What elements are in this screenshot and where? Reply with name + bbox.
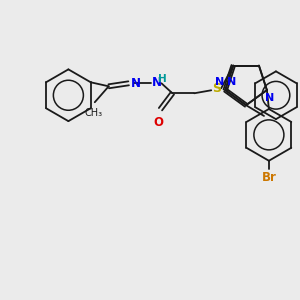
Text: N: N [130, 77, 141, 90]
Text: N: N [214, 77, 224, 87]
Text: N: N [265, 93, 274, 103]
Text: O: O [154, 116, 164, 129]
Text: N: N [152, 76, 161, 89]
Text: CH₃: CH₃ [85, 108, 103, 118]
Text: Br: Br [261, 171, 276, 184]
Text: N: N [226, 77, 236, 87]
Text: H: H [158, 74, 167, 84]
Text: S: S [212, 82, 221, 95]
